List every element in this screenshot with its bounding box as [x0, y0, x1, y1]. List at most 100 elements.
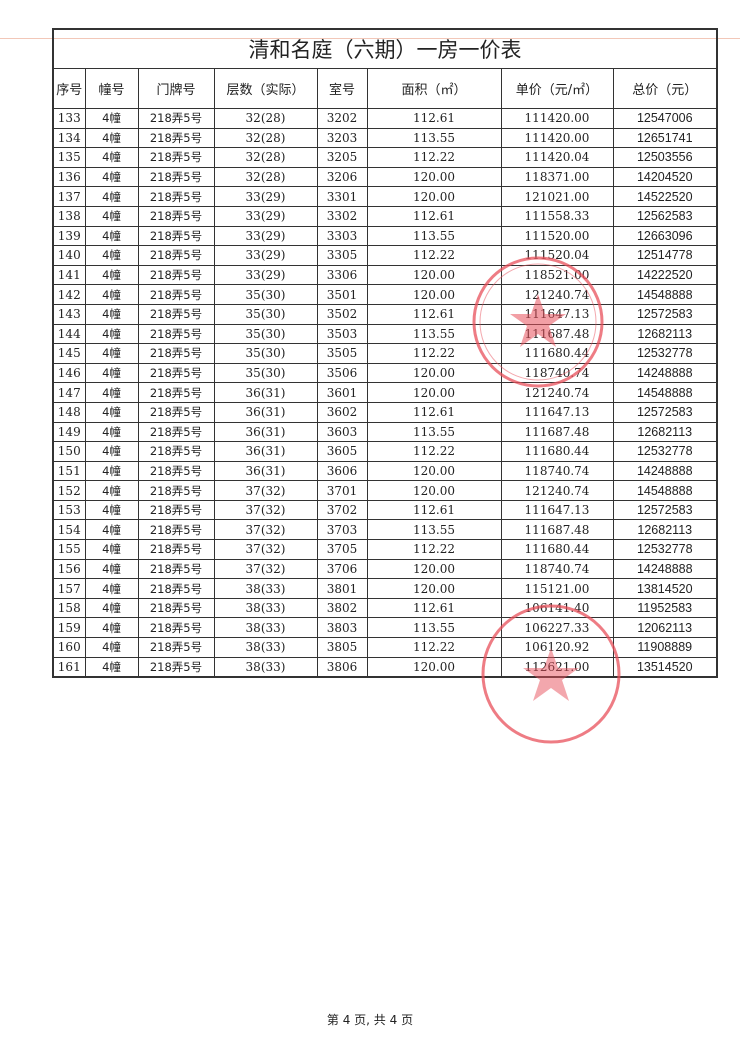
cell-building: 4幢	[84, 519, 139, 541]
cell-area: 112.61	[366, 499, 502, 521]
cell-area: 120.00	[366, 382, 502, 403]
cell-room: 3805	[316, 637, 368, 658]
cell-unit-price: 118740.74	[500, 362, 614, 384]
cell-door-number: 218弄5号	[137, 578, 215, 599]
cell-room: 3703	[316, 519, 368, 541]
cell-area: 120.00	[366, 578, 502, 599]
cell-building: 4幢	[84, 108, 139, 129]
cell-building: 4幢	[84, 656, 139, 678]
cell-total-price: 14248888	[612, 558, 718, 580]
cell-unit-price: 111558.33	[500, 205, 614, 227]
table-row: 154 4幢 218弄5号 37(32) 3703 113.55 111687.48 1268…	[52, 519, 718, 541]
cell-floor: 32(28)	[213, 166, 318, 188]
table-row: 148 4幢 218弄5号 36(31) 3602 112.61 111647.13 1257…	[52, 401, 718, 423]
cell-total-price: 12532778	[612, 441, 718, 462]
cell-unit-price: 111647.13	[500, 401, 614, 423]
cell-index: 153	[52, 499, 86, 521]
cell-door-number: 218弄5号	[137, 597, 215, 619]
table-row: 153 4幢 218弄5号 37(32) 3702 112.61 111647.13 1257…	[52, 499, 718, 521]
cell-floor: 35(30)	[213, 362, 318, 384]
cell-building: 4幢	[84, 284, 139, 305]
cell-total-price: 11952583	[612, 597, 718, 619]
cell-index: 142	[52, 284, 86, 305]
page-footer: 第 4 页, 共 4 页	[326, 1013, 414, 1027]
cell-floor: 33(29)	[213, 205, 318, 227]
cell-total-price: 14248888	[612, 460, 718, 482]
cell-index: 151	[52, 460, 86, 482]
cell-floor: 38(33)	[213, 617, 318, 639]
cell-door-number: 218弄5号	[137, 382, 215, 403]
cell-building: 4幢	[84, 225, 139, 247]
cell-building: 4幢	[84, 166, 139, 188]
table-row: 138 4幢 218弄5号 33(29) 3302 112.61 111558.33 1256…	[52, 205, 718, 227]
cell-door-number: 218弄5号	[137, 558, 215, 580]
header-area: 面积（㎡）	[366, 68, 502, 109]
cell-building: 4幢	[84, 578, 139, 599]
cell-door-number: 218弄5号	[137, 245, 215, 266]
cell-door-number: 218弄5号	[137, 323, 215, 345]
cell-floor: 37(32)	[213, 558, 318, 580]
header-room: 室号	[316, 68, 368, 109]
cell-index: 140	[52, 245, 86, 266]
cell-building: 4幢	[84, 245, 139, 266]
cell-total-price: 12572583	[612, 499, 718, 521]
cell-building: 4幢	[84, 539, 139, 560]
cell-floor: 37(32)	[213, 499, 318, 521]
cell-floor: 35(30)	[213, 303, 318, 325]
cell-building: 4幢	[84, 382, 139, 403]
cell-room: 3503	[316, 323, 368, 345]
cell-unit-price: 111520.04	[500, 245, 614, 266]
table-row: 161 4幢 218弄5号 38(33) 3806 120.00 112621.00 1351…	[52, 656, 718, 678]
cell-building: 4幢	[84, 401, 139, 423]
table-row: 152 4幢 218弄5号 37(32) 3701 120.00 121240.74 1454…	[52, 480, 718, 501]
cell-building: 4幢	[84, 617, 139, 639]
cell-index: 154	[52, 519, 86, 541]
cell-floor: 33(29)	[213, 245, 318, 266]
table-row: 158 4幢 218弄5号 38(33) 3802 112.61 106141.40 1195…	[52, 597, 718, 619]
table-row: 151 4幢 218弄5号 36(31) 3606 120.00 118740.74 1424…	[52, 460, 718, 482]
cell-area: 113.55	[366, 519, 502, 541]
header-total-price: 总价（元）	[612, 68, 718, 109]
cell-unit-price: 121021.00	[500, 186, 614, 207]
cell-room: 3506	[316, 362, 368, 384]
cell-unit-price: 111420.04	[500, 147, 614, 168]
price-table: 清和名庭（六期）一房一价表 序号 幢号 门牌号 层数（实际） 室号 面积（㎡） …	[52, 28, 718, 679]
cell-unit-price: 115121.00	[500, 578, 614, 599]
header-door-number: 门牌号	[137, 68, 215, 109]
cell-room: 3806	[316, 656, 368, 678]
cell-unit-price: 111680.44	[500, 441, 614, 462]
cell-unit-price: 106120.92	[500, 637, 614, 658]
cell-door-number: 218弄5号	[137, 499, 215, 521]
cell-door-number: 218弄5号	[137, 480, 215, 501]
cell-total-price: 14222520	[612, 264, 718, 286]
cell-room: 3501	[316, 284, 368, 305]
cell-area: 113.55	[366, 127, 502, 149]
cell-room: 3605	[316, 441, 368, 462]
cell-door-number: 218弄5号	[137, 401, 215, 423]
cell-floor: 35(30)	[213, 284, 318, 305]
header-building: 幢号	[84, 68, 139, 109]
cell-total-price: 12562583	[612, 205, 718, 227]
cell-index: 135	[52, 147, 86, 168]
table-row: 156 4幢 218弄5号 37(32) 3706 120.00 118740.74 1424…	[52, 558, 718, 580]
cell-total-price: 12572583	[612, 401, 718, 423]
cell-room: 3203	[316, 127, 368, 149]
cell-door-number: 218弄5号	[137, 284, 215, 305]
cell-index: 136	[52, 166, 86, 188]
cell-index: 159	[52, 617, 86, 639]
cell-area: 112.22	[366, 441, 502, 462]
header-row: 序号 幢号 门牌号 层数（实际） 室号 面积（㎡） 单价（元/㎡） 总价（元）	[52, 68, 718, 109]
cell-total-price: 11908889	[612, 637, 718, 658]
table-row: 160 4幢 218弄5号 38(33) 3805 112.22 106120.92 1190…	[52, 637, 718, 658]
cell-unit-price: 121240.74	[500, 284, 614, 305]
cell-index: 141	[52, 264, 86, 286]
cell-door-number: 218弄5号	[137, 637, 215, 658]
cell-area: 120.00	[366, 186, 502, 207]
cell-door-number: 218弄5号	[137, 147, 215, 168]
cell-index: 160	[52, 637, 86, 658]
cell-unit-price: 111680.44	[500, 343, 614, 364]
table-row: 144 4幢 218弄5号 35(30) 3503 113.55 111687.48 1268…	[52, 323, 718, 345]
table-row: 147 4幢 218弄5号 36(31) 3601 120.00 121240.74 1454…	[52, 382, 718, 403]
table-row: 141 4幢 218弄5号 33(29) 3306 120.00 118521.00 1422…	[52, 264, 718, 286]
cell-floor: 37(32)	[213, 539, 318, 560]
